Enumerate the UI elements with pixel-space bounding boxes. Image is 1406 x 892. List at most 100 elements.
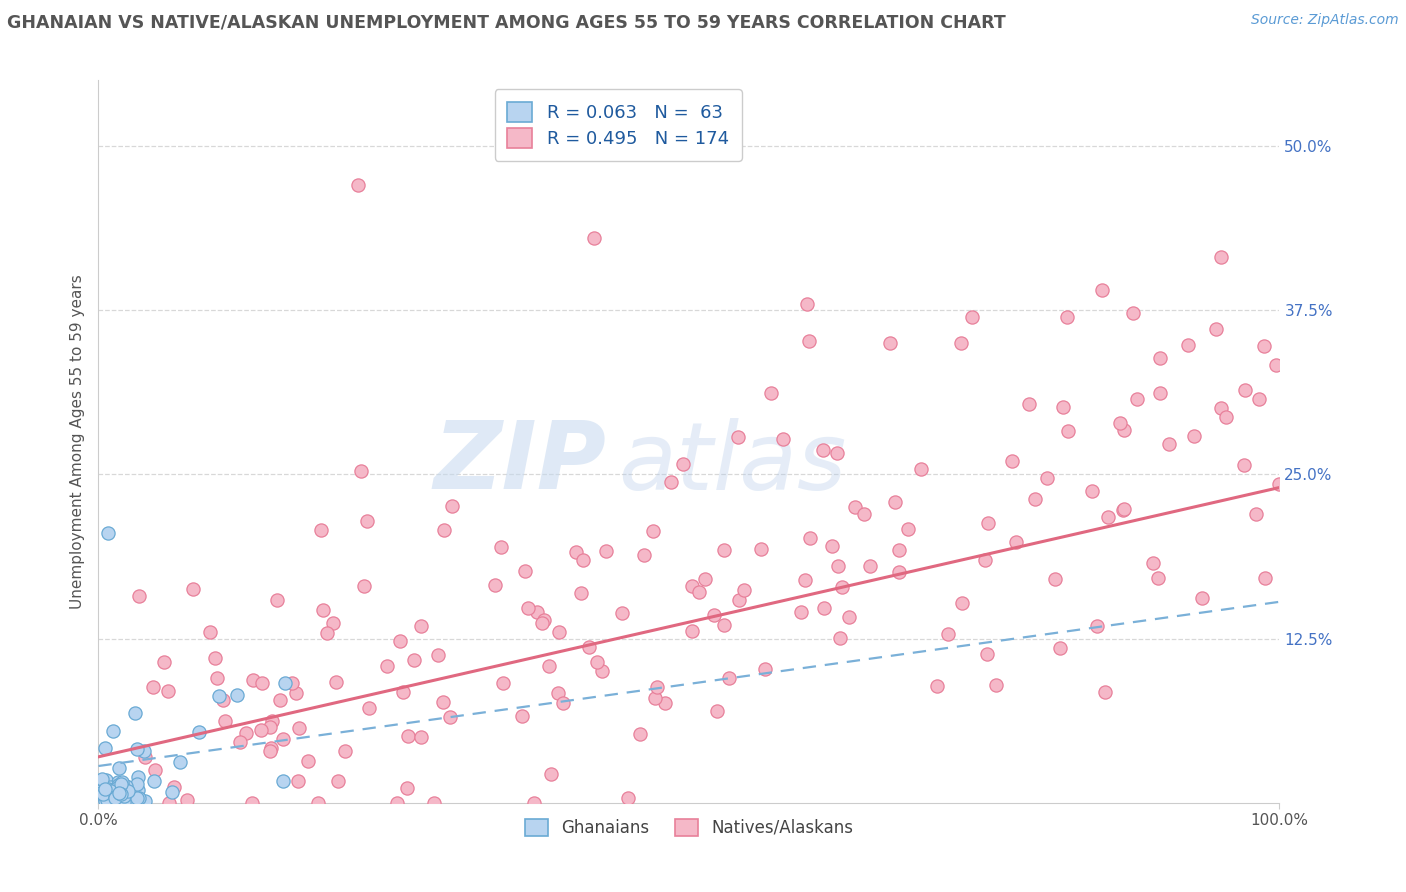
Point <box>350 464 373 478</box>
Point <box>1191 591 1213 606</box>
Point <box>260 714 283 729</box>
Point <box>101 789 124 803</box>
Point <box>94 791 117 805</box>
Point <box>100 792 122 806</box>
Point <box>143 763 166 777</box>
Point <box>644 690 666 705</box>
Point <box>427 648 450 663</box>
Point <box>112 789 135 803</box>
Text: Source: ZipAtlas.com: Source: ZipAtlas.com <box>1251 13 1399 28</box>
Point <box>229 735 252 749</box>
Point <box>396 729 419 743</box>
Point <box>889 565 911 579</box>
Point <box>526 605 548 619</box>
Point <box>1264 358 1286 372</box>
Point <box>117 784 139 798</box>
Point <box>827 446 849 460</box>
Point <box>143 774 166 789</box>
Point <box>1024 491 1046 506</box>
Point <box>111 778 134 792</box>
Point <box>101 724 124 739</box>
Point <box>250 675 273 690</box>
Point <box>235 726 257 740</box>
Point <box>713 542 735 557</box>
Point <box>962 310 984 324</box>
Point <box>128 590 150 604</box>
Point <box>831 580 853 594</box>
Point <box>353 579 375 593</box>
Point <box>307 796 329 810</box>
Point <box>693 572 716 586</box>
Point <box>409 730 432 744</box>
Point <box>1184 429 1206 443</box>
Point <box>1125 392 1147 406</box>
Point <box>375 659 398 673</box>
Point <box>127 783 149 797</box>
Point <box>134 794 156 808</box>
Point <box>647 681 669 695</box>
Point <box>90 786 112 800</box>
Point <box>799 531 821 545</box>
Point <box>125 777 148 791</box>
Point <box>94 795 117 809</box>
Point <box>156 683 179 698</box>
Point <box>852 507 875 521</box>
Point <box>432 695 454 709</box>
Point <box>96 780 118 795</box>
Point <box>134 750 156 764</box>
Point <box>1205 322 1227 336</box>
Point <box>547 625 569 640</box>
Point <box>484 578 506 592</box>
Point <box>198 624 221 639</box>
Point <box>859 559 882 574</box>
Point <box>271 731 294 746</box>
Point <box>617 790 640 805</box>
Point <box>439 710 461 724</box>
Point <box>1114 423 1136 437</box>
Point <box>297 754 319 768</box>
Point <box>595 543 617 558</box>
Point <box>356 514 378 528</box>
Point <box>796 296 818 310</box>
Point <box>94 740 117 755</box>
Point <box>1247 392 1270 406</box>
Point <box>976 648 998 662</box>
Point <box>1246 508 1268 522</box>
Point <box>533 613 555 627</box>
Point <box>157 796 180 810</box>
Point <box>207 689 229 703</box>
Point <box>98 794 121 808</box>
Point <box>169 755 191 769</box>
Point <box>128 791 150 805</box>
Point <box>1149 385 1171 400</box>
Point <box>107 788 129 802</box>
Point <box>523 796 546 810</box>
Point <box>643 524 665 538</box>
Point <box>357 701 380 715</box>
Point <box>107 786 129 800</box>
Point <box>672 457 695 471</box>
Point <box>688 585 710 599</box>
Point <box>409 619 432 633</box>
Point <box>97 781 120 796</box>
Point <box>316 626 339 640</box>
Point <box>260 740 283 755</box>
Point <box>104 790 127 805</box>
Point <box>610 607 633 621</box>
Point <box>1142 556 1164 570</box>
Point <box>1215 410 1237 425</box>
Point <box>1112 501 1135 516</box>
Point <box>94 794 117 808</box>
Point <box>226 688 249 702</box>
Point <box>628 727 651 741</box>
Point <box>281 676 304 690</box>
Point <box>433 523 456 537</box>
Point <box>111 775 134 789</box>
Point <box>1268 477 1291 491</box>
Point <box>266 593 288 607</box>
Point <box>311 524 333 538</box>
Point <box>422 796 444 810</box>
Point <box>793 574 815 588</box>
Point <box>513 564 536 578</box>
Point <box>733 583 755 598</box>
